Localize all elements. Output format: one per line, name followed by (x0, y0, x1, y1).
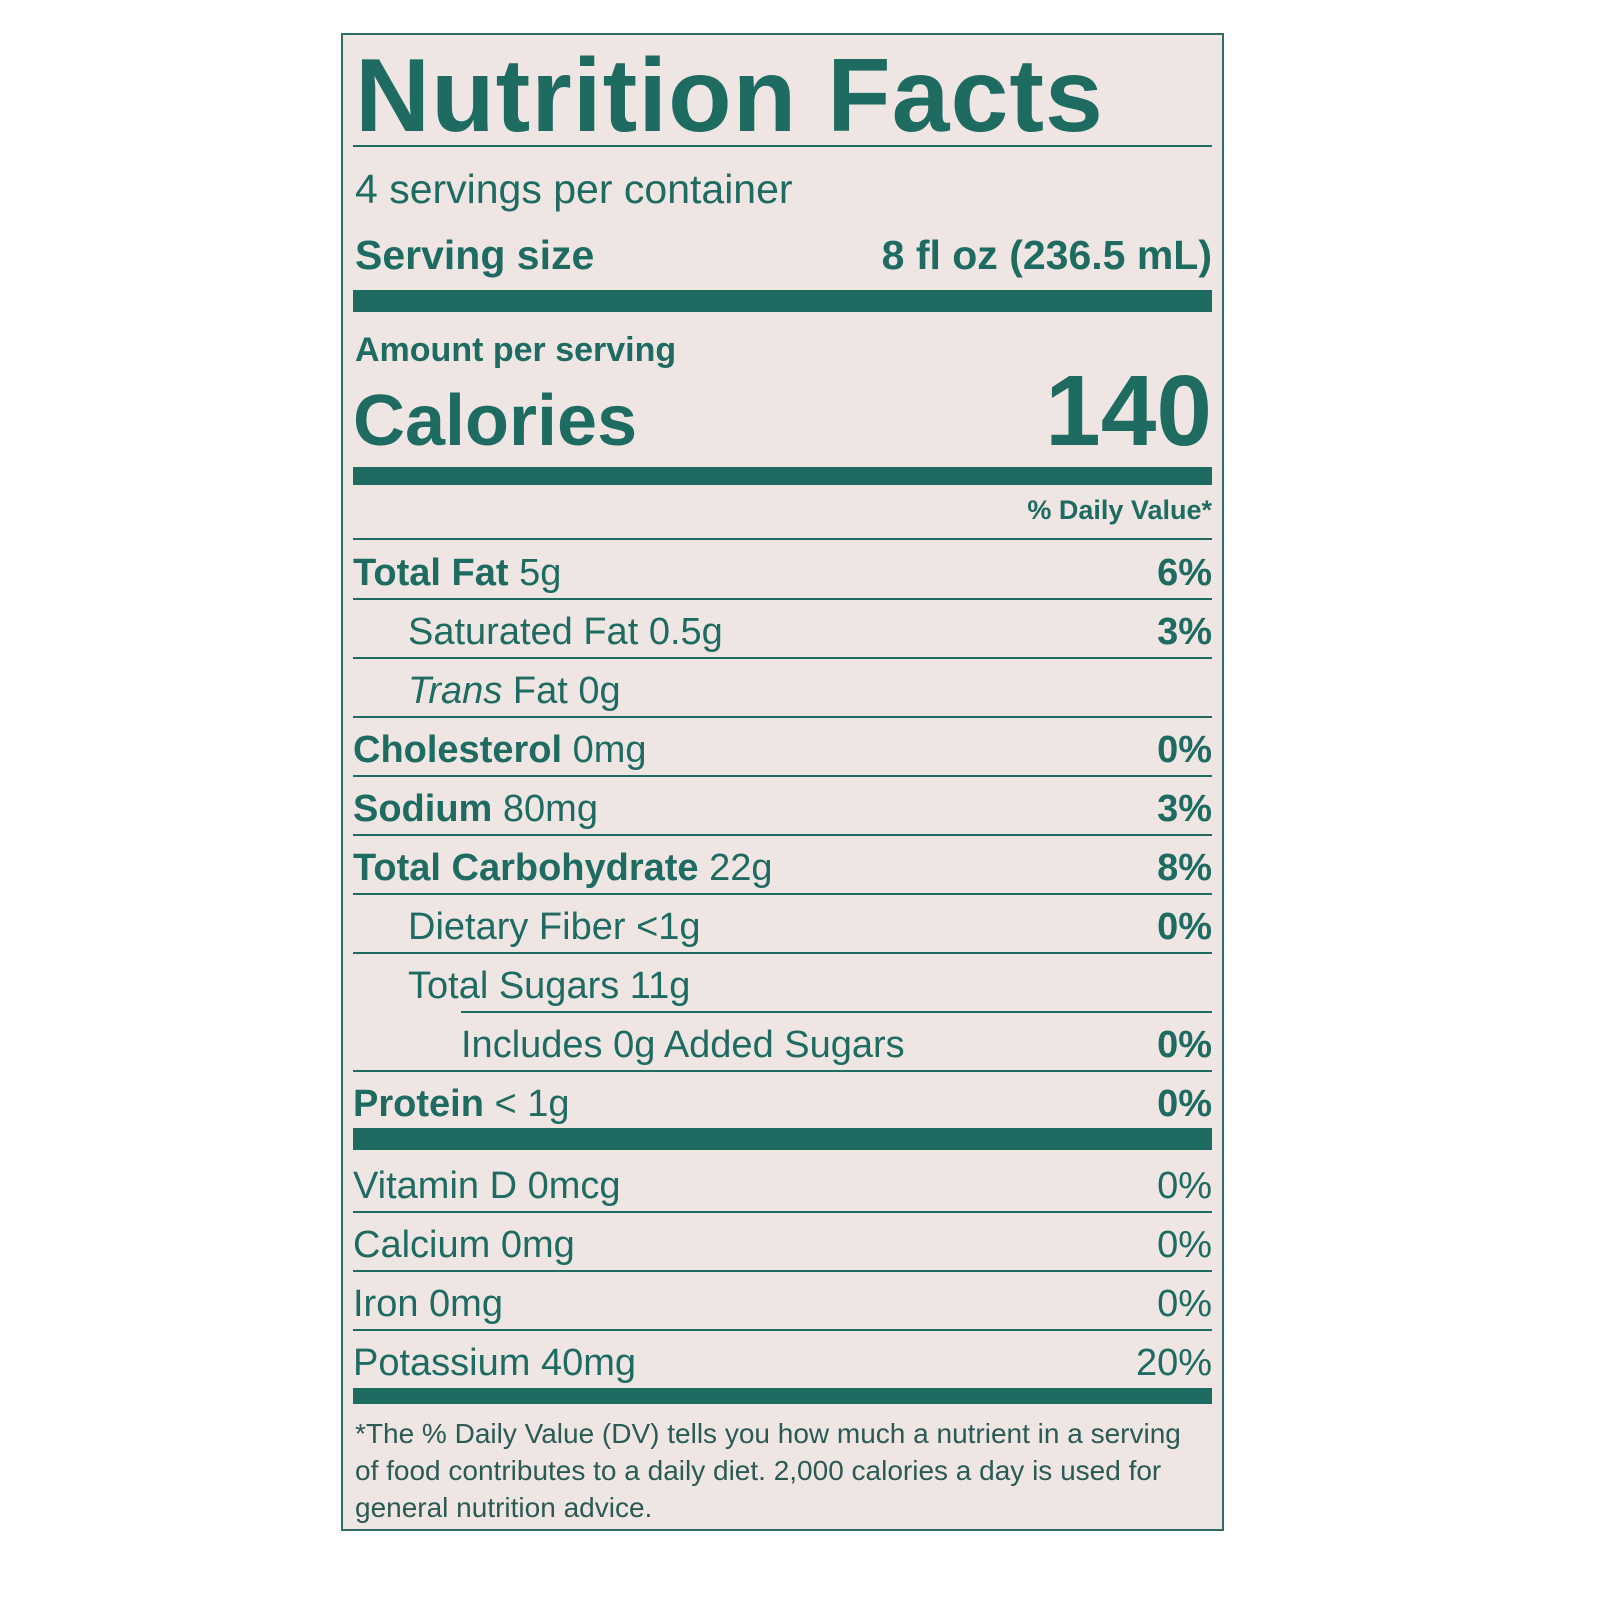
divider (353, 834, 1212, 836)
nutrient-row: Protein < 1g 0% (353, 1071, 1212, 1129)
nutrient-label: Saturated Fat (408, 611, 639, 653)
nutrient-label: Total Fat (353, 552, 509, 594)
calories-label: Calories (353, 381, 638, 461)
divider (353, 952, 1212, 954)
nutrient-label: Total Sugars (408, 965, 620, 1007)
serving-size-label: Serving size (355, 232, 595, 278)
nutrient-row: Saturated Fat 0.5g 3% (353, 599, 1212, 657)
nutrient-row: Includes 0g Added Sugars 0% (353, 1012, 1212, 1070)
amount-per-serving: Amount per serving (355, 331, 677, 369)
nutrient-label-rest: Fat (512, 670, 568, 712)
nutrient-name: Protein < 1g (353, 1083, 570, 1126)
label-title: Nutrition Facts (355, 38, 1104, 154)
divider (353, 1211, 1212, 1213)
nutrient-name: Saturated Fat 0.5g (408, 611, 723, 654)
micronutrient-label: Calcium (353, 1224, 491, 1266)
micronutrient-daily-value: 20% (1135, 1342, 1212, 1384)
micronutrient-name: Potassium 40mg (353, 1342, 636, 1385)
nutrient-amount: 5g (519, 552, 562, 594)
micronutrient-amount: 0mcg (527, 1165, 621, 1207)
nutrient-name: Dietary Fiber <1g (408, 906, 701, 949)
nutrient-label: Protein (353, 1083, 484, 1125)
micronutrient-amount: 0mg (500, 1224, 575, 1266)
divider (353, 775, 1212, 777)
nutrient-label: Includes 0g Added Sugars (461, 1024, 905, 1066)
nutrient-name: Trans Fat 0g (408, 670, 621, 713)
nutrient-row: Cholesterol 0mg 0% (353, 717, 1212, 775)
nutrient-row: Sodium 80mg 3% (353, 776, 1212, 834)
nutrient-amount: 80mg (502, 788, 598, 830)
nutrient-label: Dietary Fiber (408, 906, 626, 948)
footnote: *The % Daily Value (DV) tells you how mu… (355, 1418, 1181, 1523)
divider (353, 1270, 1212, 1272)
nutrient-amount: <1g (636, 906, 701, 948)
divider (353, 145, 1212, 147)
micronutrient-daily-value: 0% (1157, 1165, 1212, 1207)
micronutrient-name: Calcium 0mg (353, 1224, 575, 1267)
nutrient-name: Total Sugars 11g (408, 965, 690, 1008)
divider (353, 538, 1212, 540)
nutrient-label: Cholesterol (353, 729, 563, 771)
nutrient-row: Total Sugars 11g (353, 953, 1212, 1011)
divider-medium (353, 1388, 1212, 1404)
calories-value: 140 (1045, 355, 1212, 467)
nutrient-amount: 0g (578, 670, 621, 712)
nutrient-label: Trans (408, 670, 503, 712)
micronutrient-amount: 40mg (540, 1342, 637, 1384)
divider (353, 1070, 1212, 1072)
micronutrient-row: Vitamin D 0mcg 0% (353, 1153, 1212, 1211)
divider (353, 893, 1212, 895)
nutrient-daily-value: 0% (1157, 1024, 1212, 1066)
divider (353, 598, 1212, 600)
divider (353, 716, 1212, 718)
micronutrient-daily-value: 0% (1157, 1283, 1212, 1325)
divider (461, 1011, 1212, 1013)
nutrient-row: Total Fat 5g 6% (353, 540, 1212, 598)
nutrient-row: Trans Fat 0g (353, 658, 1212, 716)
micronutrient-name: Iron 0mg (353, 1283, 503, 1326)
micronutrient-row: Potassium 40mg 20% (353, 1330, 1212, 1388)
nutrient-name: Cholesterol 0mg (353, 729, 647, 772)
micronutrient-daily-value: 0% (1157, 1224, 1212, 1266)
micronutrient-name: Vitamin D 0mcg (353, 1165, 621, 1208)
divider-medium (353, 467, 1212, 485)
nutrition-facts-label: Nutrition Facts 4 servings per container… (341, 33, 1224, 1531)
nutrient-row: Dietary Fiber <1g 0% (353, 894, 1212, 952)
nutrient-name: Total Fat 5g (353, 552, 561, 595)
nutrient-daily-value: 6% (1157, 552, 1212, 594)
daily-value-header: % Daily Value* (1027, 495, 1212, 525)
nutrient-daily-value: 3% (1157, 611, 1212, 653)
nutrient-daily-value: 0% (1157, 729, 1212, 771)
nutrient-label: Sodium (353, 788, 493, 830)
nutrient-row: Total Carbohydrate 22g 8% (353, 835, 1212, 893)
divider-thick (353, 290, 1212, 312)
serving-size-value: 8 fl oz (236.5 mL) (881, 232, 1212, 278)
nutrient-daily-value: 0% (1157, 1083, 1212, 1125)
nutrient-daily-value: 0% (1157, 906, 1212, 948)
nutrient-name: Total Carbohydrate 22g (353, 847, 773, 890)
nutrient-daily-value: 3% (1157, 788, 1212, 830)
nutrient-amount: 22g (709, 847, 773, 889)
nutrient-amount: 0.5g (648, 611, 723, 653)
nutrient-amount: 0mg (572, 729, 647, 771)
servings-per-container: 4 servings per container (355, 166, 793, 212)
divider-thick (353, 1128, 1212, 1150)
micronutrient-label: Iron (353, 1283, 419, 1325)
divider (353, 1329, 1212, 1331)
nutrient-daily-value: 8% (1157, 847, 1212, 889)
nutrient-label: Total Carbohydrate (353, 847, 699, 889)
micronutrient-row: Calcium 0mg 0% (353, 1212, 1212, 1270)
nutrient-name: Includes 0g Added Sugars (461, 1024, 905, 1067)
micronutrient-row: Iron 0mg 0% (353, 1271, 1212, 1329)
nutrient-amount: < 1g (494, 1083, 570, 1125)
divider (353, 657, 1212, 659)
micronutrient-amount: 0mg (429, 1283, 503, 1325)
nutrient-amount: 11g (629, 965, 691, 1007)
nutrient-name: Sodium 80mg (353, 788, 598, 831)
micronutrient-label: Vitamin D (353, 1165, 518, 1207)
micronutrient-label: Potassium (353, 1342, 531, 1384)
